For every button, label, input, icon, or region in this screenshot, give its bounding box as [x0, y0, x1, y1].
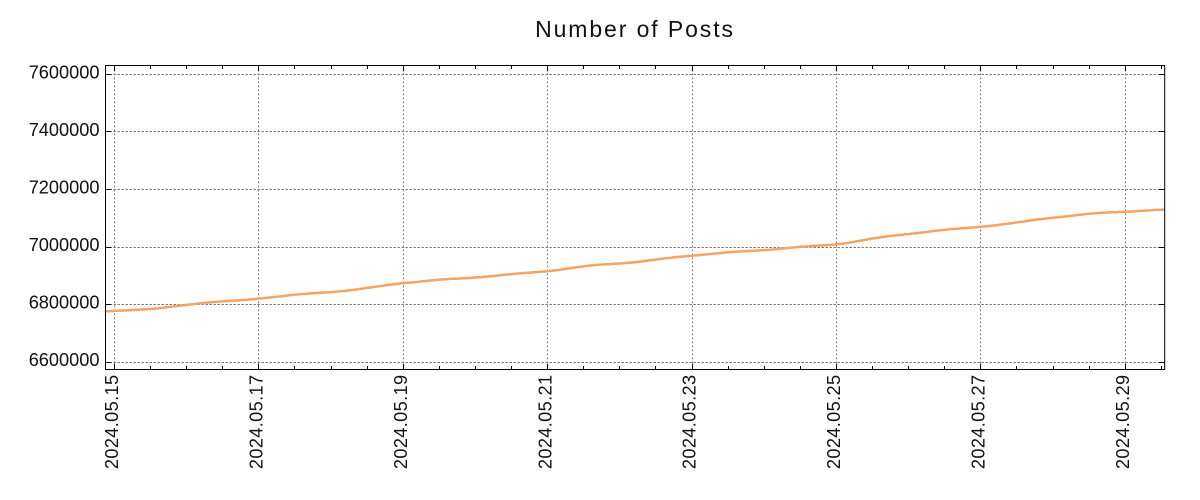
svg-text:7400000: 7400000: [29, 120, 100, 140]
svg-text:6800000: 6800000: [29, 293, 100, 313]
svg-text:2024.05.27: 2024.05.27: [969, 375, 989, 470]
svg-text:2024.05.25: 2024.05.25: [824, 375, 844, 470]
svg-text:7600000: 7600000: [29, 62, 100, 82]
svg-text:7000000: 7000000: [29, 235, 100, 255]
svg-text:2024.05.29: 2024.05.29: [1113, 375, 1133, 470]
svg-text:2024.05.21: 2024.05.21: [535, 375, 555, 470]
svg-text:2024.05.15: 2024.05.15: [102, 375, 122, 470]
svg-text:2024.05.17: 2024.05.17: [247, 375, 267, 470]
svg-text:6600000: 6600000: [29, 350, 100, 370]
svg-text:2024.05.23: 2024.05.23: [680, 375, 700, 470]
svg-text:7200000: 7200000: [29, 178, 100, 198]
svg-text:Number of Posts: Number of Posts: [535, 16, 735, 42]
svg-text:2024.05.19: 2024.05.19: [391, 375, 411, 470]
